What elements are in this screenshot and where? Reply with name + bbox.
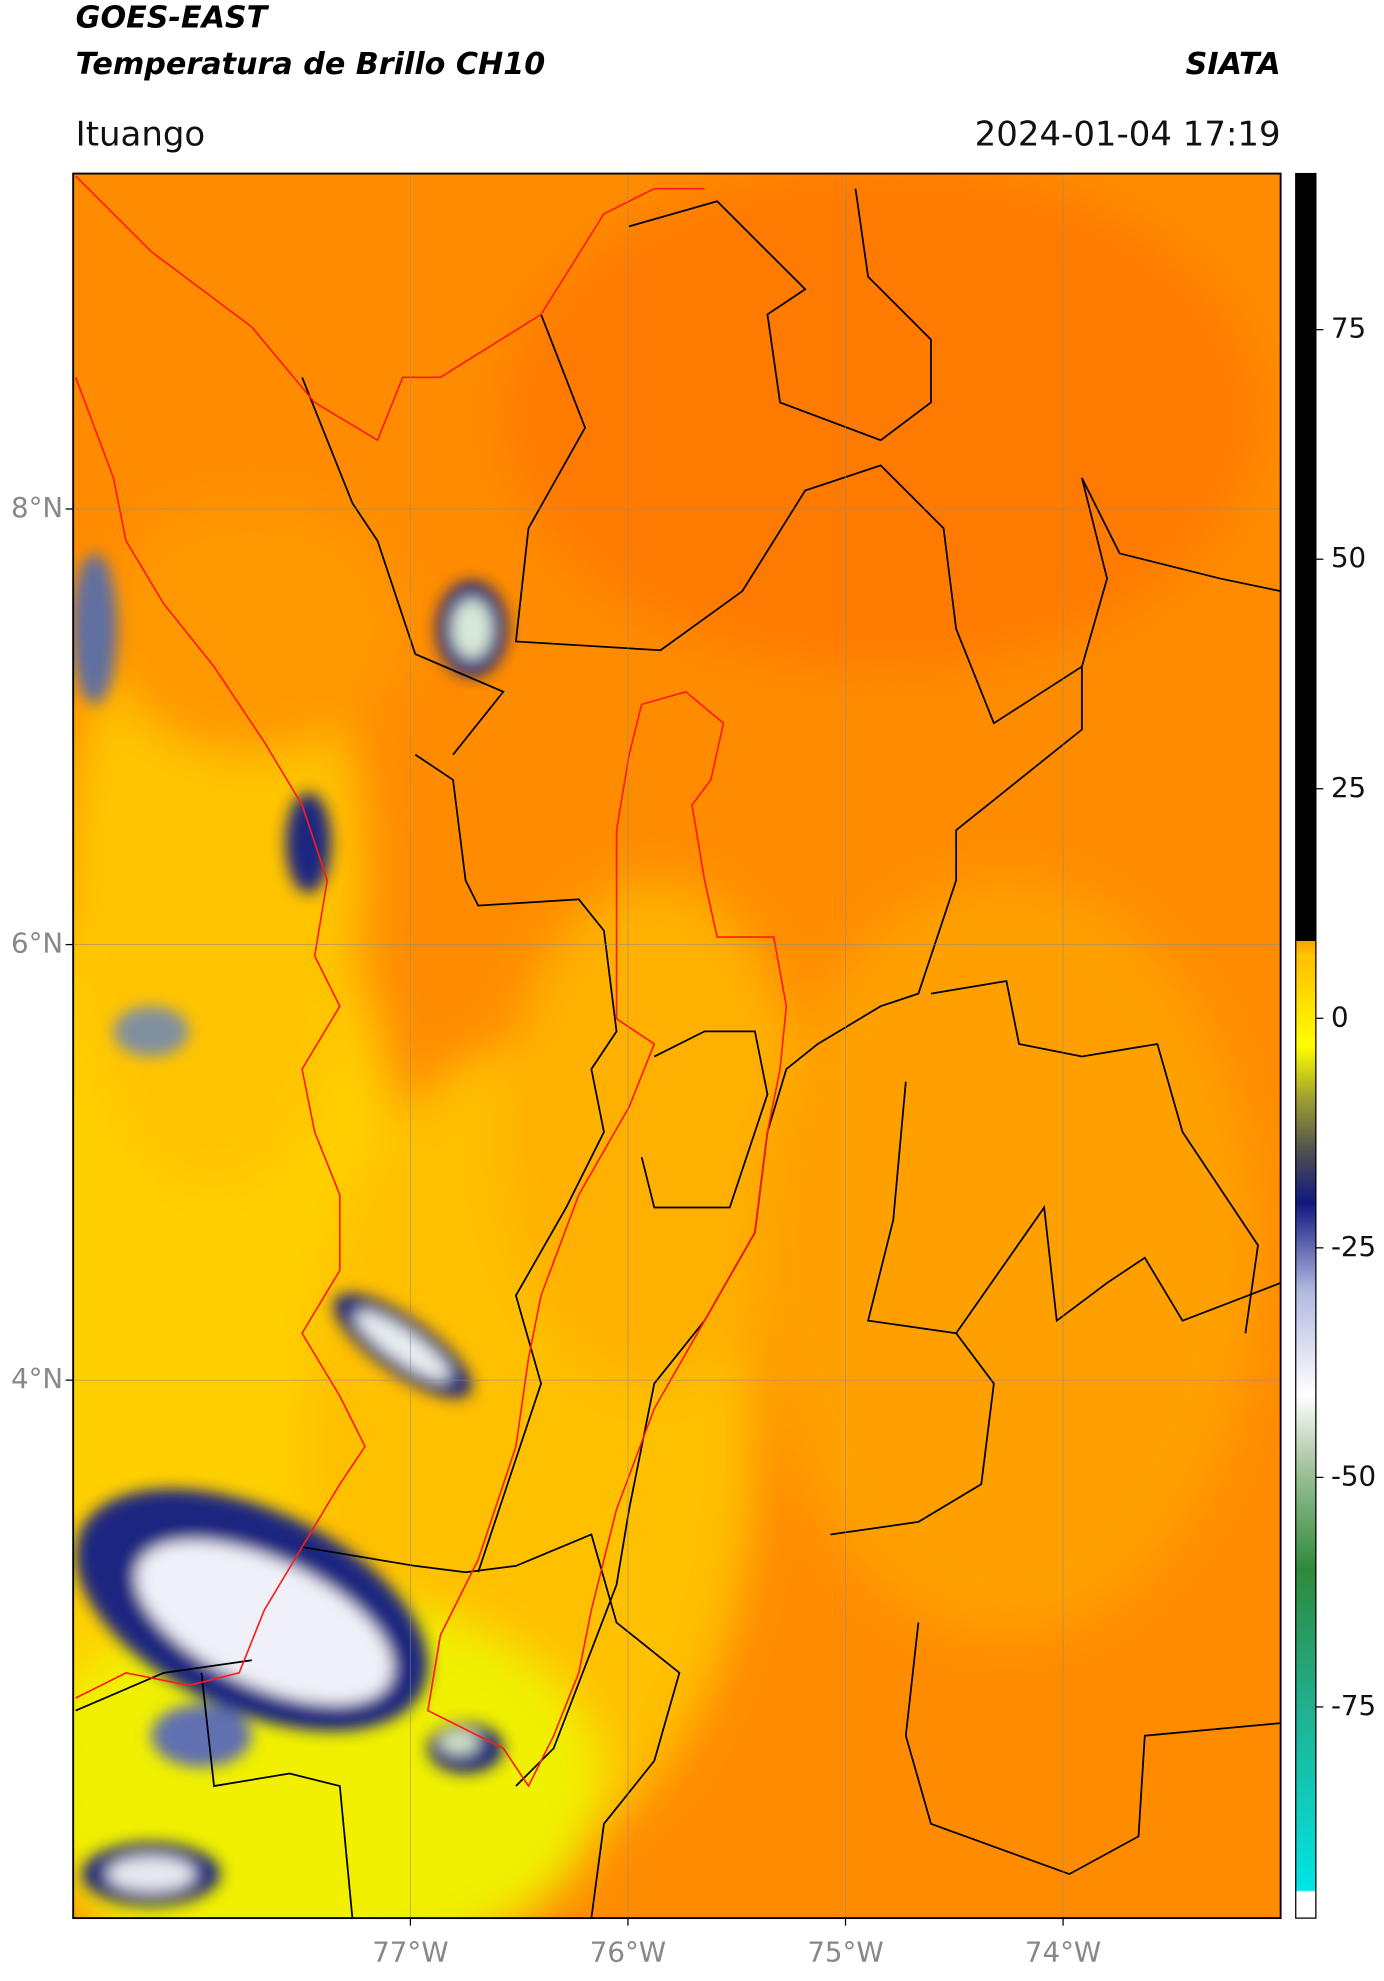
map-image — [73, 173, 1281, 1919]
lon-tick-label: 76°W — [590, 1935, 666, 1968]
colorbar-tick-label: -75 — [1331, 1689, 1376, 1722]
colorbar-tick-label: -50 — [1331, 1459, 1376, 1492]
lon-tick-label: 75°W — [807, 1935, 883, 1968]
location: Ituango — [76, 114, 206, 154]
lon-tick-label: 74°W — [1025, 1935, 1101, 1968]
agency: SIATA — [1186, 47, 1281, 82]
colorbar-tick-label: 25 — [1331, 771, 1366, 804]
colorbar-tick-label: -25 — [1331, 1230, 1376, 1263]
map-frame — [72, 172, 1282, 1920]
datetime: 2024-01-04 17:19 — [975, 114, 1281, 154]
grid-layer — [73, 173, 1281, 1919]
title-line2: Temperatura de Brillo CH10 — [76, 47, 546, 82]
title-line1: GOES-EAST — [76, 0, 270, 35]
lon-tick-label: 77°W — [372, 1935, 448, 1968]
lat-tick-label: 6°N — [11, 927, 63, 960]
colorbar-tick-label: 0 — [1331, 1000, 1349, 1033]
lat-tick-label: 4°N — [11, 1362, 63, 1395]
lat-tick-label: 8°N — [11, 491, 63, 524]
colorbar-tick-label: 75 — [1331, 312, 1366, 345]
colorbar-tick-label: 50 — [1331, 541, 1366, 574]
colorbar — [1295, 172, 1317, 1919]
